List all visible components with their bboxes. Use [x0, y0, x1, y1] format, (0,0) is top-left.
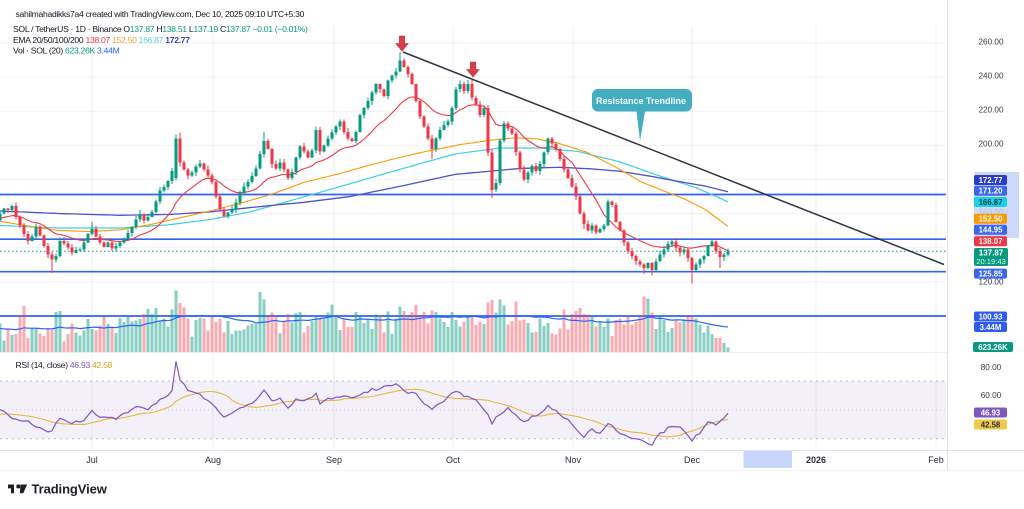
svg-text:152.50: 152.50: [979, 215, 1004, 224]
svg-text:60.00: 60.00: [981, 391, 1002, 400]
svg-text:EMA 20/50/100/200 138.07 152.5: EMA 20/50/100/200 138.07 152.50 166.87 1…: [13, 35, 190, 45]
svg-text:SOL / TetherUS · 1D · Binance: SOL / TetherUS · 1D · Binance O137.87 H1…: [13, 24, 308, 34]
svg-text:TradingView: TradingView: [32, 482, 108, 497]
svg-text:Dec: Dec: [684, 455, 701, 465]
svg-text:137.87: 137.87: [979, 249, 1004, 258]
svg-text:42.58: 42.58: [981, 420, 1001, 429]
svg-text:Oct: Oct: [446, 455, 461, 465]
svg-text:144.95: 144.95: [979, 226, 1004, 235]
svg-text:Nov: Nov: [565, 455, 582, 465]
svg-text:166.87: 166.87: [979, 198, 1003, 207]
svg-text:260.00: 260.00: [978, 38, 1003, 47]
svg-text:172.77: 172.77: [979, 176, 1003, 185]
svg-text:Feb: Feb: [928, 455, 944, 465]
svg-text:200.00: 200.00: [978, 140, 1003, 149]
svg-text:46.93: 46.93: [981, 408, 1001, 417]
svg-text:120.00: 120.00: [978, 278, 1003, 287]
svg-text:220.00: 220.00: [978, 106, 1003, 115]
svg-text:240.00: 240.00: [978, 72, 1003, 81]
svg-text:Sep: Sep: [326, 455, 342, 465]
svg-text:Resistance Trendline: Resistance Trendline: [596, 96, 686, 106]
svg-text:138.07: 138.07: [979, 237, 1003, 246]
svg-text:171.20: 171.20: [979, 187, 1004, 196]
svg-text:Vol · SOL (20) 623.26K 3.44M: Vol · SOL (20) 623.26K 3.44M: [13, 46, 120, 56]
svg-text:Aug: Aug: [205, 455, 221, 465]
svg-text:3.44M: 3.44M: [980, 323, 1002, 332]
svg-text:20:19:43: 20:19:43: [976, 257, 1006, 266]
svg-text:sahilmahadikks7a4 created with: sahilmahadikks7a4 created with TradingVi…: [16, 9, 305, 19]
svg-text:100.93: 100.93: [979, 312, 1004, 321]
svg-text:623.26K: 623.26K: [978, 343, 1008, 352]
svg-text:2026: 2026: [806, 455, 826, 465]
svg-text:RSI (14, close) 46.93 42.58: RSI (14, close) 46.93 42.58: [16, 360, 113, 370]
svg-text:80.00: 80.00: [981, 363, 1002, 372]
svg-text:Jul: Jul: [86, 455, 98, 465]
svg-text:125.85: 125.85: [979, 270, 1004, 279]
